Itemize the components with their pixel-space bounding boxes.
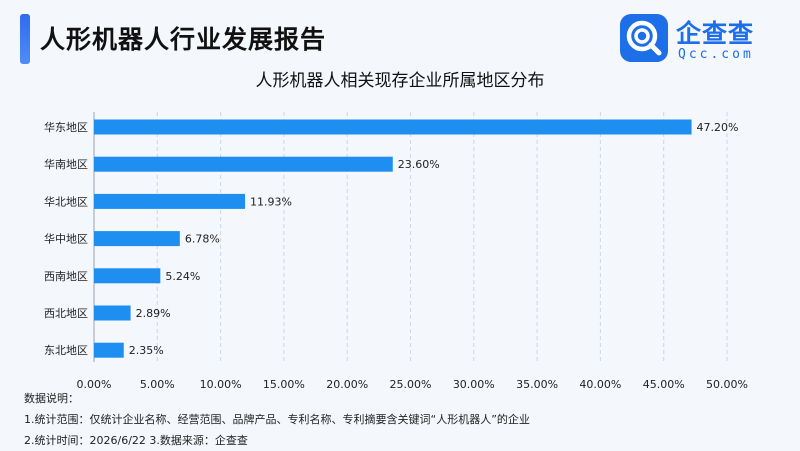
x-tick-label: 10.00%	[200, 378, 242, 391]
x-tick-label: 30.00%	[453, 378, 495, 391]
bar	[94, 342, 124, 358]
y-category-label: 西北地区	[44, 307, 88, 320]
notes-time-source: 2.统计时间：2026/6/22 3.数据来源：企查查	[24, 434, 248, 447]
x-tick-label: 35.00%	[516, 378, 558, 391]
x-tick-label: 40.00%	[579, 378, 621, 391]
bar-value-label: 5.24%	[165, 270, 200, 283]
logo-name: 企查查	[676, 19, 755, 48]
bar	[94, 193, 246, 209]
x-tick-label: 20.00%	[326, 378, 368, 391]
bar-value-label: 6.78%	[185, 233, 220, 246]
bar-value-label: 23.60%	[398, 158, 440, 171]
notes-heading: 数据说明：	[24, 392, 79, 405]
bar	[94, 305, 131, 321]
y-category-label: 华东地区	[44, 120, 88, 134]
bar-value-label: 11.93%	[250, 195, 292, 208]
title-accent-bar	[20, 14, 30, 64]
bar-value-label: 2.35%	[129, 344, 164, 357]
logo-domain: Qcc.com	[678, 47, 754, 62]
bar-value-label: 47.20%	[697, 121, 739, 134]
x-tick-label: 45.00%	[643, 378, 685, 391]
qcc-logo: 企查查 Qcc.com	[620, 12, 790, 68]
report-title: 人形机器人行业发展报告	[40, 25, 327, 54]
y-category-label: 华北地区	[44, 194, 88, 208]
y-category-label: 东北地区	[44, 344, 88, 357]
bar	[94, 231, 180, 247]
qcc-magnifier-icon	[620, 14, 668, 62]
bar-value-label: 2.89%	[136, 307, 171, 320]
y-category-label: 华中地区	[44, 232, 88, 246]
x-tick-label: 25.00%	[390, 378, 432, 391]
y-category-label: 西南地区	[44, 270, 88, 283]
bar	[94, 268, 161, 284]
bar	[94, 119, 692, 135]
x-tick-label: 50.00%	[706, 378, 748, 391]
chart-title: 人形机器人相关现存企业所属地区分布	[255, 71, 545, 91]
bar	[94, 156, 393, 172]
y-category-label: 华南地区	[44, 157, 88, 171]
notes-scope: 1.统计范围：仅统计企业名称、经营范围、品牌产品、专利名称、专利摘要含关键词“人…	[24, 413, 530, 426]
data-notes: 数据说明： 1.统计范围：仅统计企业名称、经营范围、品牌产品、专利名称、专利摘要…	[24, 388, 530, 451]
x-tick-label: 15.00%	[263, 378, 305, 391]
x-tick-label: 0.00%	[77, 378, 112, 391]
x-tick-label: 5.00%	[140, 378, 175, 391]
